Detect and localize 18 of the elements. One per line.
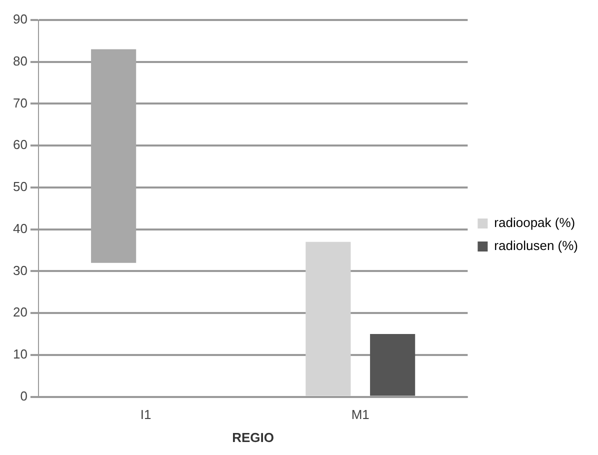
y-tick-label: 0 bbox=[20, 388, 28, 404]
y-tick-label: 10 bbox=[12, 346, 28, 362]
bar bbox=[306, 242, 351, 396]
x-axis-title: REGIO bbox=[232, 430, 274, 445]
x-tick-label: M1 bbox=[351, 407, 370, 422]
y-tick-label: 50 bbox=[12, 179, 28, 194]
y-tick-label: 90 bbox=[12, 12, 28, 27]
legend-label: radioopak (%) bbox=[494, 215, 576, 230]
bar bbox=[370, 334, 416, 396]
y-tick-label: 40 bbox=[12, 220, 28, 236]
x-tick-label: I1 bbox=[140, 407, 152, 422]
y-tick-label: 30 bbox=[12, 262, 28, 278]
bar bbox=[91, 49, 136, 263]
y-tick-label: 20 bbox=[12, 304, 28, 320]
y-tick-label: 60 bbox=[12, 137, 28, 152]
y-tick-label: 70 bbox=[12, 95, 28, 110]
y-tick-label: 80 bbox=[12, 53, 28, 68]
legend-label: radiolusen (%) bbox=[494, 238, 578, 254]
